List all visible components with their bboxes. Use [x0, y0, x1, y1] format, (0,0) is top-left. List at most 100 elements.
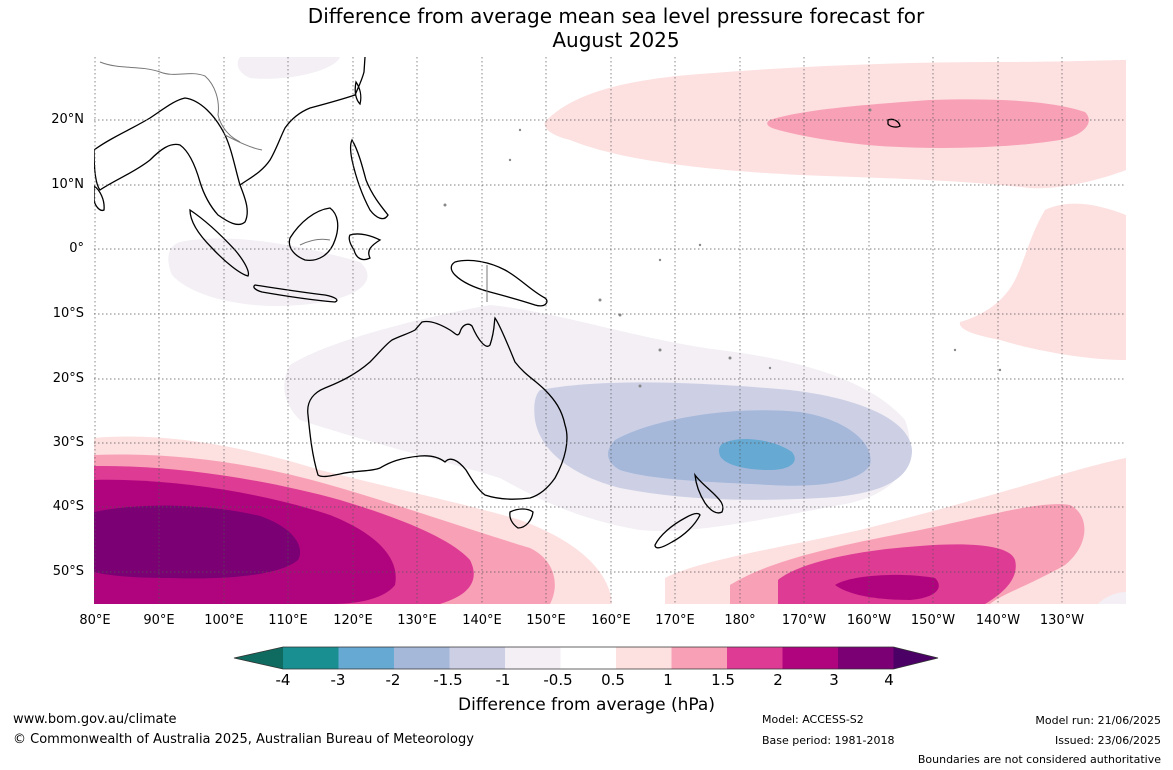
anomaly-region-neg05-tropics — [168, 238, 368, 306]
new-zealand-north-coastline — [694, 472, 724, 514]
anomaly-region-neg05-north — [237, 57, 340, 79]
lon-label: 150°E — [526, 613, 566, 628]
colorbar-swatch — [560, 647, 617, 669]
copyright-text: © Commonwealth of Australia 2025, Austra… — [13, 732, 474, 747]
sri-lanka-coastline — [94, 185, 105, 212]
anomaly-region-neg2 — [718, 438, 795, 470]
colorbar-swatch — [394, 647, 450, 669]
colorbar-max-arrow — [893, 647, 938, 669]
borneo-coastline — [288, 207, 339, 261]
lon-label: 130°E — [397, 613, 437, 628]
lon-label: 80°E — [79, 613, 111, 628]
lon-label: 100°E — [204, 613, 244, 628]
base-period: Base period: 1981-2018 — [762, 734, 895, 747]
anomaly-region-pos3-south-indian — [94, 505, 301, 579]
island-dot — [443, 203, 447, 207]
colorbar-tick: 0.5 — [601, 671, 625, 689]
colorbar-tick: -2 — [385, 671, 401, 689]
colorbar-tick: -0.5 — [543, 671, 573, 689]
island-dot — [658, 348, 662, 352]
lon-label: 140°W — [975, 613, 1021, 628]
colorbar-swatch — [727, 647, 783, 669]
island-dot — [698, 243, 702, 247]
lon-label: 160°E — [591, 613, 631, 628]
border-line — [224, 134, 263, 151]
anomaly-region-pos05-east-pacific — [959, 203, 1126, 360]
colorbar-swatch — [838, 647, 894, 669]
colorbar-tick: -1.5 — [433, 671, 463, 689]
australia-coastline — [307, 316, 568, 500]
colorbar-swatch — [616, 647, 672, 669]
colorbar-swatch — [782, 647, 839, 669]
java-coastline — [253, 284, 338, 303]
lat-label: 50°S — [52, 564, 84, 579]
island-dot — [768, 366, 772, 370]
lat-label: 30°S — [52, 435, 84, 450]
anomaly-region-pos2-south-pacific — [835, 574, 939, 600]
model-run-date: Model run: 21/06/2025 — [1035, 714, 1161, 727]
lat-label: 10°S — [52, 306, 84, 321]
lon-label: 180° — [724, 613, 756, 628]
model-name: Model: ACCESS-S2 — [762, 713, 864, 726]
colorbar-min-arrow — [234, 647, 283, 669]
border-line — [99, 61, 241, 143]
lon-label: 130°W — [1039, 613, 1085, 628]
island-dot — [518, 128, 522, 132]
new-guinea-coastline — [450, 259, 548, 307]
map-title: Difference from average mean sea level p… — [0, 4, 1173, 52]
colorbar-tick: -4 — [275, 671, 291, 689]
lat-label: 0° — [69, 241, 84, 256]
colorbar-swatch — [338, 647, 395, 669]
lon-label: 170°E — [655, 613, 695, 628]
island-dot — [658, 258, 662, 262]
colorbar-swatch — [283, 647, 339, 669]
island-dot — [508, 158, 512, 162]
sumatra-coastline — [189, 208, 250, 277]
taiwan-coastline — [354, 80, 362, 106]
colorbar-swatch — [505, 647, 561, 669]
website-link[interactable]: www.bom.gov.au/climate — [13, 712, 177, 727]
lat-label: 20°S — [52, 371, 84, 386]
lon-label: 150°W — [910, 613, 956, 628]
lat-label: 40°S — [52, 499, 84, 514]
country-borders — [99, 61, 488, 302]
colorbar — [233, 646, 939, 670]
hawaii-coastline — [887, 118, 901, 128]
indochina-coastline — [239, 57, 366, 186]
lon-label: 170°W — [781, 613, 827, 628]
anomaly-region-neg05-southeast — [1098, 592, 1126, 604]
colorbar-tick: -1 — [495, 671, 511, 689]
lon-label: 120°E — [333, 613, 373, 628]
issued-date: Issued: 23/06/2025 — [1054, 734, 1161, 747]
lon-label: 140°E — [462, 613, 502, 628]
colorbar-tick: 3 — [829, 671, 839, 689]
lon-label: 160°W — [846, 613, 892, 628]
anomaly-region-pos1-north-pacific — [767, 99, 1089, 148]
title-line-2: August 2025 — [552, 28, 680, 52]
colorbar-swatch — [671, 647, 728, 669]
new-zealand-south-coastline — [654, 512, 701, 549]
lat-label: 20°N — [51, 112, 84, 127]
island-dot — [998, 368, 1002, 372]
sulawesi-coastline — [348, 233, 382, 261]
colorbar-tick: -3 — [330, 671, 346, 689]
small-islands — [443, 108, 1002, 388]
colorbar-outline — [233, 646, 939, 670]
philippines-coastline — [349, 138, 389, 220]
border-line — [299, 238, 331, 246]
colorbar-swatch — [449, 647, 506, 669]
island-dot — [638, 384, 642, 388]
lat-label: 10°N — [51, 177, 84, 192]
anomaly-region-pos15-south-pacific — [778, 544, 1016, 604]
asia-mainland-coastline — [94, 97, 248, 226]
lon-label: 110°E — [268, 613, 308, 628]
island-dot — [728, 356, 732, 360]
colorbar-tick: 1 — [663, 671, 673, 689]
colorbar-tick: 1.5 — [711, 671, 735, 689]
island-dot — [953, 348, 957, 352]
graticule — [94, 57, 1126, 604]
colorbar-tick: 4 — [884, 671, 894, 689]
colorbar-tick: 2 — [773, 671, 783, 689]
boundaries-disclaimer: Boundaries are not considered authoritat… — [917, 753, 1161, 766]
